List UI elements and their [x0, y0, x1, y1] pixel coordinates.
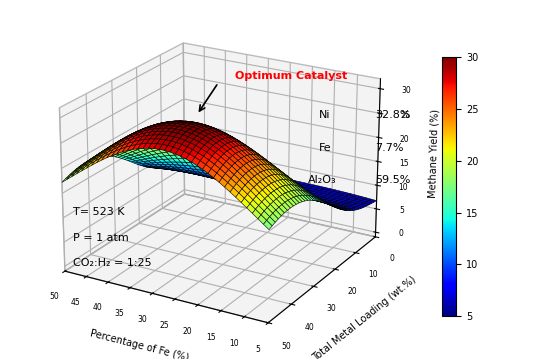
Text: Optimum Catalyst: Optimum Catalyst: [235, 71, 347, 81]
Text: Al₂O₃: Al₂O₃: [308, 175, 337, 185]
Text: T= 523 K: T= 523 K: [73, 208, 124, 218]
Text: 59.5%: 59.5%: [375, 175, 410, 185]
X-axis label: Percentage of Fe (%): Percentage of Fe (%): [89, 328, 190, 359]
Y-axis label: Total Metal Loading (wt.%): Total Metal Loading (wt.%): [310, 274, 418, 359]
Text: P = 1 atm: P = 1 atm: [73, 233, 129, 243]
Text: Ni: Ni: [319, 111, 331, 121]
Text: 32.8%: 32.8%: [375, 111, 410, 121]
Text: CO₂:H₂ = 1:25: CO₂:H₂ = 1:25: [73, 258, 151, 268]
Text: 7.7%: 7.7%: [375, 143, 404, 153]
Text: Fe: Fe: [319, 143, 332, 153]
